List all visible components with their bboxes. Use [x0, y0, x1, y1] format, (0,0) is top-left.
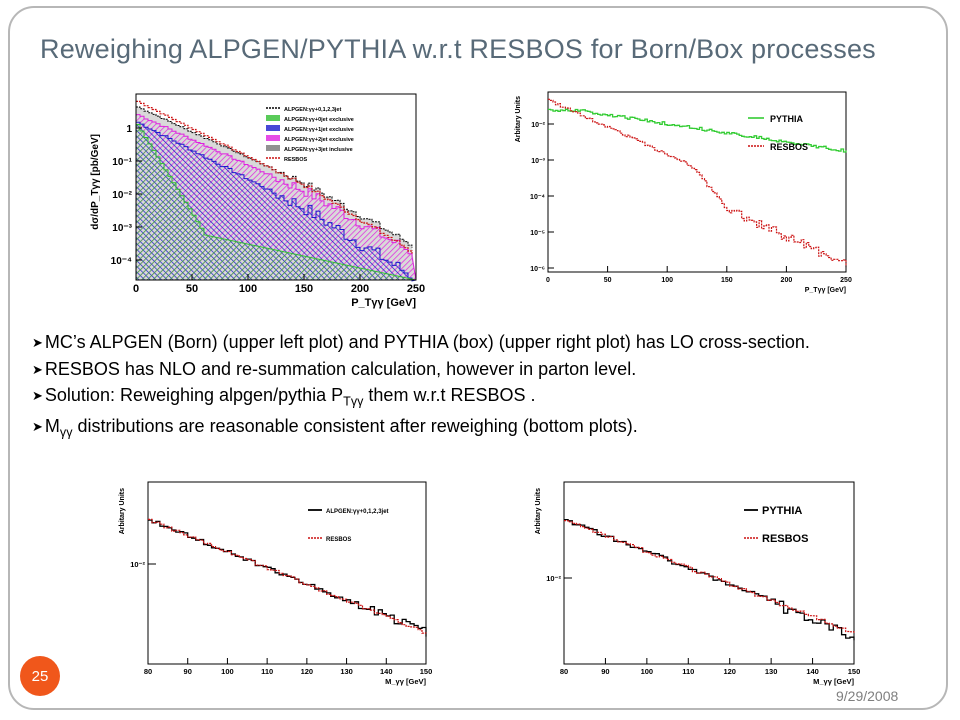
- line-mc: [148, 519, 427, 637]
- legend-label: ALPGEN:γγ+2jet exclusive: [284, 137, 354, 143]
- plot-frame: [147, 481, 427, 665]
- line-resbos: [548, 98, 847, 268]
- legend-label: ALPGEN:γγ+1jet exclusive: [284, 127, 354, 133]
- x-axis-label: M_γγ [GeV]: [385, 677, 426, 686]
- legend-swatch: [266, 125, 280, 131]
- plot-top-left: 0 50 100 150 200 250 1 10⁻¹ 10⁻² 10⁻³ 10⁻⁴ P_Tγγ [G…: [86, 86, 426, 318]
- y-tick-label: 10⁻³: [531, 158, 545, 165]
- plot-frame: [563, 481, 855, 665]
- bullet-item: ➤ Solution: Reweighing alpgen/pythia PTγγ…: [32, 385, 536, 409]
- x-tick-label: 0: [546, 277, 550, 284]
- y-tick-label: 10⁻¹: [112, 157, 132, 168]
- legend-label: RESBOS: [770, 142, 808, 152]
- legend-swatch: [266, 115, 280, 121]
- x-tick-label: 80: [144, 667, 152, 676]
- legend-label: RESBOS: [762, 533, 808, 545]
- x-tick-label: 50: [604, 277, 612, 284]
- legend-swatch: [266, 135, 280, 141]
- legend-label: PYTHIA: [770, 114, 804, 124]
- x-axis-label: M_γγ [GeV]: [813, 677, 854, 686]
- x-tick-label: 0: [133, 283, 139, 295]
- x-tick-label: 100: [641, 667, 654, 676]
- y-tick-label: 10⁻⁵: [530, 230, 545, 237]
- line-pythia: [548, 108, 847, 153]
- plot-top-right: 0 50 100 150 200 250 10⁻² 10⁻³ 10⁻⁴ 10⁻⁵ 10⁻⁶ P_Tγγ…: [508, 88, 858, 302]
- slide-date: 9/29/2008: [836, 688, 899, 704]
- y-tick-label: 10⁻⁶: [530, 266, 545, 273]
- x-axis-label: P_Tγγ [GeV]: [351, 297, 416, 309]
- line-resbos: [136, 100, 413, 254]
- line-resbos: [148, 518, 427, 634]
- x-tick-label: 90: [601, 667, 609, 676]
- x-axis-label: P_Tγγ [GeV]: [805, 287, 846, 294]
- x-tick-label: 200: [351, 283, 369, 295]
- x-tick-label: 150: [848, 667, 861, 676]
- bullet-arrow-icon: ➤: [32, 388, 43, 403]
- y-tick-label: 10⁻²: [112, 190, 132, 201]
- x-tick-label: 150: [420, 667, 433, 676]
- x-tick-label: 90: [184, 667, 192, 676]
- x-tick-label: 140: [806, 667, 819, 676]
- x-tick-label: 100: [239, 283, 257, 295]
- bullet-list: ➤ MC’s ALPGEN (Born) (upper left plot) an…: [32, 330, 932, 445]
- plot-top-right-svg: 0 50 100 150 200 250 10⁻² 10⁻³ 10⁻⁴ 10⁻⁵ 10⁻⁶ P_Tγγ…: [515, 91, 852, 294]
- x-tick-label: 100: [221, 667, 234, 676]
- x-tick-label: 150: [721, 277, 733, 284]
- plot-bottom-right-svg: 80 90 100 110 120 130 140 150 10⁻² M_γγ [GeV] Arbi…: [535, 481, 861, 686]
- x-tick-label: 150: [295, 283, 313, 295]
- legend-label: RESBOS: [326, 537, 351, 543]
- plot-bottom-right: 80 90 100 110 120 130 140 150 10⁻² M_γγ [GeV] Arbi…: [528, 476, 868, 698]
- legend-label: RESBOS: [284, 157, 308, 163]
- plot-bottom-left: 80 90 100 110 120 130 140 150 10⁻² M_γγ [GeV] Arbi…: [112, 476, 442, 698]
- y-tick-label: 10⁻²: [531, 122, 545, 129]
- x-tick-label: 50: [186, 283, 198, 295]
- page-number-badge: 25: [20, 656, 60, 696]
- legend-label: PYTHIA: [762, 505, 802, 517]
- x-tick-label: 100: [661, 277, 673, 284]
- x-tick-label: 110: [261, 667, 273, 676]
- bullet-item: ➤ RESBOS has NLO and re-summation calcula…: [32, 358, 637, 379]
- legend-swatch: [266, 145, 280, 151]
- y-tick-label: 1: [126, 124, 132, 135]
- legend-label: ALPGEN:γγ+0,1,2,3jet: [326, 509, 389, 515]
- plot-frame: [135, 93, 417, 281]
- plot-frame: [547, 91, 847, 273]
- x-tick-label: 120: [301, 667, 314, 676]
- x-tick-label: 140: [380, 667, 393, 676]
- x-tick-label: 250: [840, 277, 852, 284]
- x-tick-label: 120: [723, 667, 736, 676]
- y-axis-label: Arbitary Units: [515, 96, 522, 142]
- slide-title: Reweighing ALPGEN/PYTHIA w.r.t RESBOS fo…: [40, 34, 876, 64]
- y-tick-label: 10⁻²: [130, 560, 145, 569]
- area-jet0: [135, 124, 417, 281]
- plot-bottom-left-svg: 80 90 100 110 120 130 140 150 10⁻² M_γγ [GeV] Arbi…: [119, 481, 433, 686]
- x-tick-label: 130: [765, 667, 778, 676]
- x-tick-label: 200: [781, 277, 793, 284]
- bullet-item: ➤ Mγγ distributions are reasonable consis…: [32, 416, 638, 440]
- x-tick-label: 250: [407, 283, 425, 295]
- y-tick-label: 10⁻³: [112, 223, 132, 234]
- x-tick-label: 130: [340, 667, 353, 676]
- x-tick-label: 110: [682, 667, 694, 676]
- y-axis-label: dσ/dP_Tγγ [pb/GeV]: [90, 134, 101, 230]
- x-tick-label: 80: [560, 667, 568, 676]
- y-axis-label: Arbitary Units: [535, 488, 542, 534]
- y-tick-label: 10⁻⁴: [530, 194, 545, 201]
- bullet-arrow-icon: ➤: [32, 335, 43, 350]
- bullet-arrow-icon: ➤: [32, 419, 43, 435]
- y-axis-label: Arbitary Units: [119, 488, 126, 534]
- legend-label: ALPGEN:γγ+3jet inclusive: [284, 147, 353, 153]
- bullet-item: ➤ MC’s ALPGEN (Born) (upper left plot) an…: [32, 332, 810, 352]
- y-tick-label: 10⁻⁴: [111, 256, 132, 267]
- line-resbos: [564, 520, 855, 634]
- legend-label: ALPGEN:γγ+0,1,2,3jet: [284, 107, 341, 113]
- y-tick-label: 10⁻²: [546, 574, 561, 583]
- plot-top-left-svg: 0 50 100 150 200 250 1 10⁻¹ 10⁻² 10⁻³ 10⁻⁴ P_Tγγ [G…: [90, 93, 425, 309]
- legend-label: ALPGEN:γγ+0jet exclusive: [284, 117, 354, 123]
- bullet-arrow-icon: ➤: [32, 361, 43, 377]
